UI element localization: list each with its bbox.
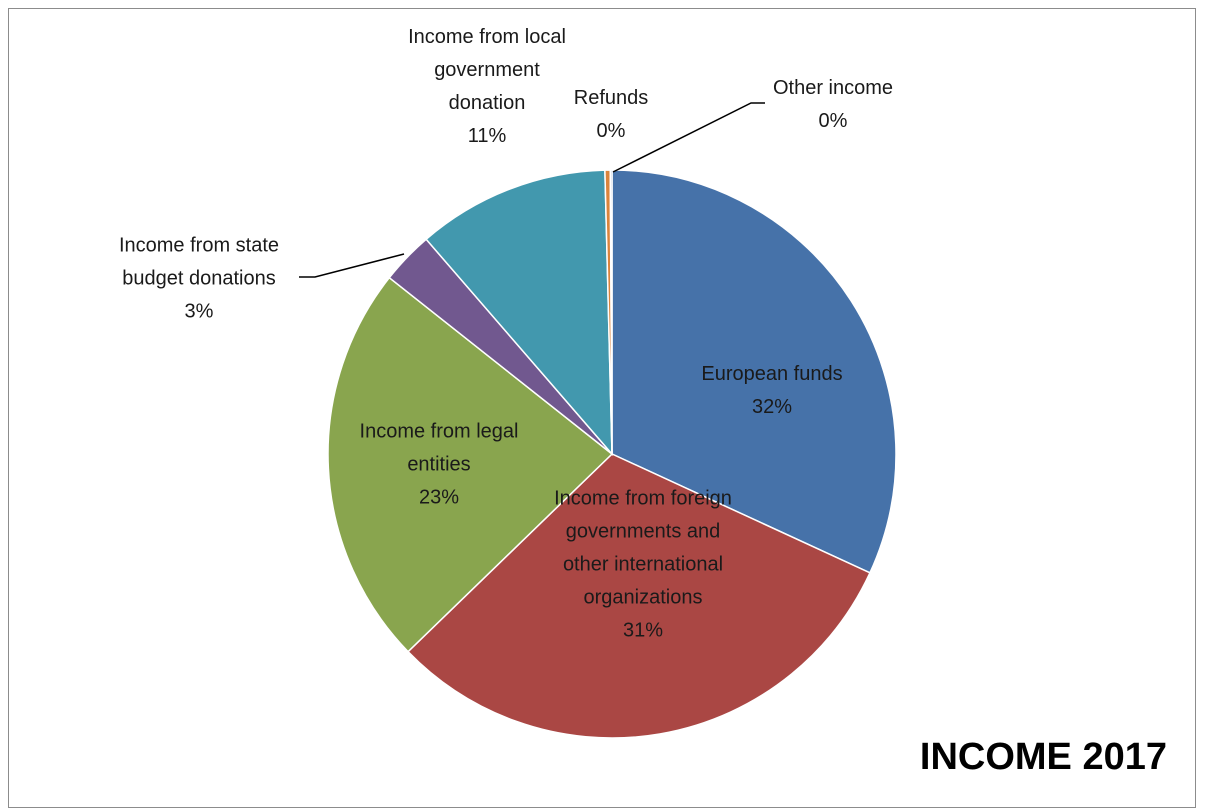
slice-name-line-0: European funds (701, 363, 842, 385)
chart-frame: European funds 32% Income from foreign gove… (8, 8, 1196, 808)
slice-name-line-4: donation (449, 92, 526, 114)
slice-percent-2: 23% (419, 486, 459, 508)
slice-label-3: Income from state budget donations 3% (119, 234, 279, 322)
slice-name-line-4: Income from local (408, 26, 566, 48)
slice-label-4: Income from local government donation 11% (408, 26, 566, 147)
slice-label-6: Other income 0% (773, 77, 893, 132)
leader-line-3 (299, 253, 405, 278)
slice-name-line-1: other international (563, 553, 723, 575)
pie-slice-1 (406, 453, 871, 739)
slice-name-line-4: government (434, 59, 540, 81)
leader-line-6 (612, 102, 765, 173)
slice-name-line-1: organizations (584, 586, 703, 608)
slice-name-line-3: Income from state (119, 234, 279, 256)
slice-label-2: Income from legal entities 23% (360, 420, 519, 508)
slice-percent-4: 11% (468, 125, 507, 147)
slice-name-line-6: Other income (773, 77, 893, 99)
pie-chart: European funds 32% Income from foreign gove… (119, 26, 897, 739)
slice-name-line-5: Refunds (574, 87, 649, 109)
slice-percent-5: 0% (597, 120, 626, 142)
slice-percent-3: 3% (185, 300, 214, 322)
slice-percent-0: 32% (752, 396, 792, 418)
slice-label-5: Refunds 0% (574, 87, 649, 142)
slice-name-line-3: budget donations (122, 267, 275, 289)
slice-percent-6: 0% (819, 110, 848, 132)
chart-title: INCOME 2017 (919, 736, 1167, 778)
slice-name-line-2: entities (407, 453, 470, 475)
slice-name-line-1: Income from foreign (554, 487, 732, 509)
slice-percent-1: 31% (623, 619, 663, 641)
slice-name-line-1: governments and (566, 520, 721, 542)
slice-name-line-2: Income from legal (360, 420, 519, 442)
pie-slice-0 (611, 169, 897, 574)
slice-label-1: Income from foreign governments and other … (554, 487, 732, 641)
pie-slice-6 (609, 169, 613, 455)
pie-slice-4 (425, 169, 613, 457)
pie-slice-2 (327, 276, 614, 653)
slice-label-0: European funds 32% (701, 363, 842, 418)
